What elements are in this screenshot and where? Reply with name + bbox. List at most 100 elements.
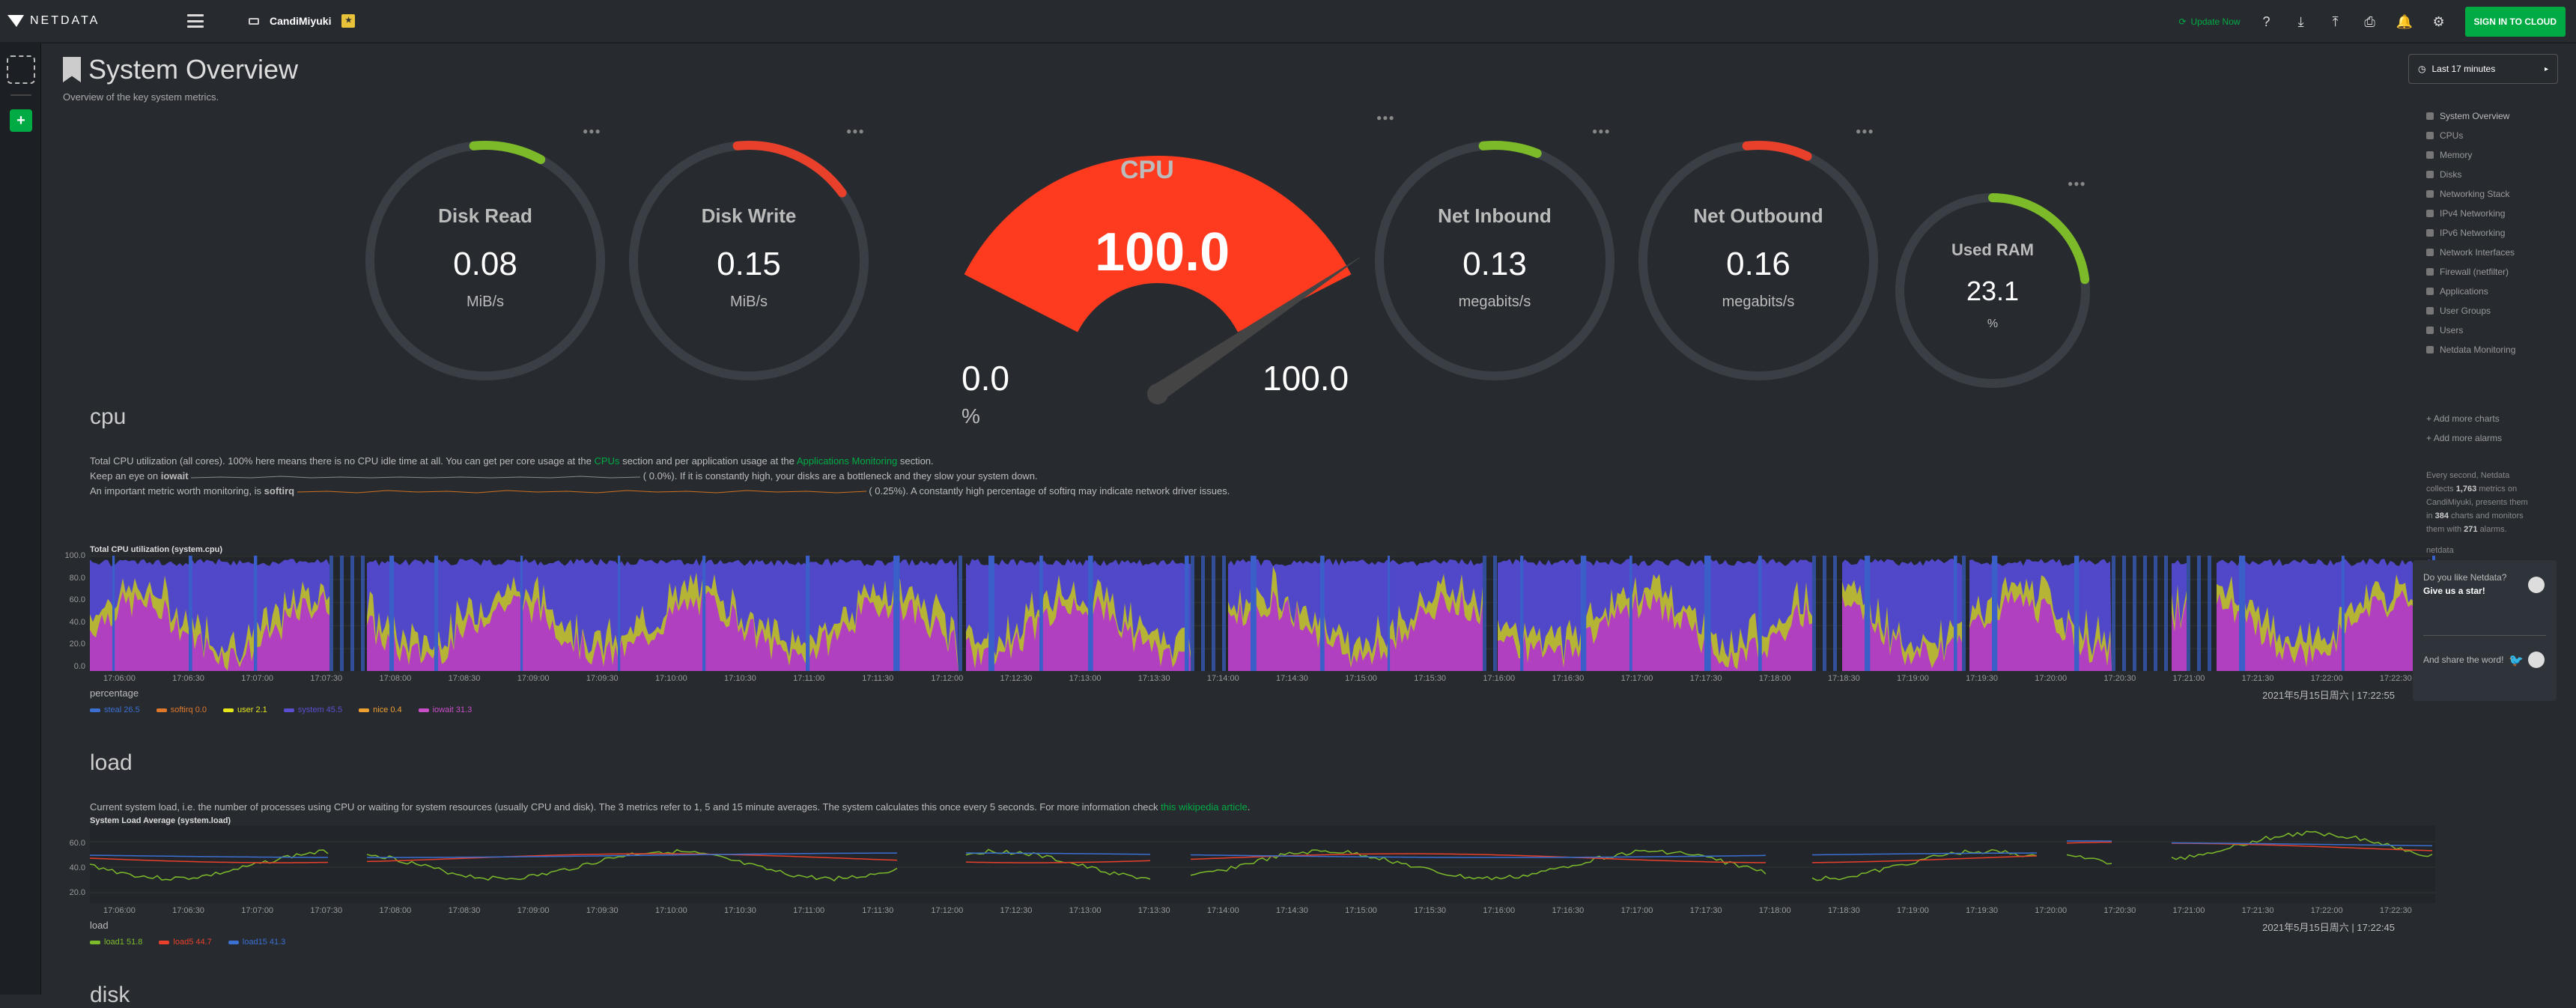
apps-link[interactable]: Applications Monitoring: [797, 455, 897, 467]
alarms-icon[interactable]: 🔔: [2396, 14, 2413, 30]
gauge-units: megabits/s: [1367, 294, 1622, 311]
gauge-fill: [474, 145, 541, 160]
gauge-menu-icon[interactable]: ●●●: [846, 126, 865, 136]
nav-item[interactable]: Netdata Monitoring: [2426, 340, 2515, 359]
x-tick-label: 17:06:30: [172, 674, 204, 683]
nav-item[interactable]: User Groups: [2426, 301, 2515, 321]
help-icon[interactable]: ?: [2258, 14, 2275, 30]
add-space-button[interactable]: +: [10, 109, 32, 132]
x-tick-label: 17:10:30: [724, 906, 756, 915]
x-tick-label: 17:18:00: [1759, 906, 1791, 915]
space-placeholder-button[interactable]: [7, 55, 35, 84]
nav-item-icon: [2426, 327, 2434, 334]
cpu-series-steal: [1704, 556, 1711, 671]
menu-icon[interactable]: [187, 14, 204, 28]
x-tick-label: 17:10:30: [724, 674, 756, 683]
gauge-units: %: [962, 404, 980, 428]
cpu-series-steal: [1992, 556, 1997, 671]
settings-icon[interactable]: ⚙: [2431, 14, 2447, 30]
x-tick-label: 17:22:00: [2311, 674, 2343, 683]
legend-swatch: [284, 708, 294, 712]
cpu-series-steal: [361, 556, 365, 671]
nav-item-label: Network Interfaces: [2440, 247, 2515, 258]
github-icon[interactable]: [2528, 577, 2545, 593]
nav-item[interactable]: System Overview: [2426, 106, 2515, 126]
legend-item[interactable]: load15 41.3: [228, 938, 286, 947]
alarms-count: 271: [2464, 525, 2477, 534]
twitter-icon[interactable]: 🐦: [2509, 653, 2524, 668]
legend-item[interactable]: system 45.5: [284, 705, 342, 714]
cpu-desc-text: section.: [900, 455, 934, 467]
legend-item[interactable]: softirq 0.0: [157, 705, 207, 714]
github-star-link[interactable]: Give us a star!: [2423, 586, 2485, 596]
gauge-menu-icon[interactable]: ●●●: [2068, 178, 2086, 189]
x-tick-label: 17:14:30: [1276, 906, 1308, 915]
cpu-desc-text: ( 0.25%). A constantly high percentage o…: [869, 485, 1230, 497]
cpu-series-steal: [988, 556, 994, 671]
gauge-title: CPU: [1120, 156, 1174, 185]
cpu-series-steal: [112, 556, 115, 671]
legend-item[interactable]: nice 0.4: [359, 705, 402, 714]
gauge-title: Disk Read: [358, 204, 613, 228]
legend-label: nice 0.4: [373, 705, 402, 714]
gauge-menu-icon[interactable]: ●●●: [583, 126, 601, 136]
cpus-link[interactable]: CPUs: [594, 455, 619, 467]
legend-item[interactable]: load5 44.7: [159, 938, 211, 947]
nav-item[interactable]: IPv4 Networking: [2426, 204, 2515, 223]
cpu-desc-text: ( 0.0%). If it is constantly high, your …: [643, 470, 1038, 482]
time-window-picker[interactable]: ◷ Last 17 minutes ▸: [2408, 54, 2558, 84]
x-tick-label: 17:06:30: [172, 906, 204, 915]
nav-item[interactable]: Firewall (netfilter): [2426, 262, 2515, 282]
charts-count: 384: [2435, 511, 2449, 520]
gauge-menu-icon[interactable]: ●●●: [1592, 126, 1611, 136]
cpu-series-steal: [2187, 556, 2190, 671]
add-more-alarms-link[interactable]: + Add more alarms: [2426, 433, 2502, 443]
legend-item[interactable]: user 2.1: [223, 705, 267, 714]
nav-item[interactable]: CPUs: [2426, 126, 2515, 145]
update-now-link[interactable]: ⟳ Update Now: [2178, 16, 2240, 27]
cpu-series-steal: [1201, 556, 1205, 671]
legend-item[interactable]: steal 26.5: [90, 705, 140, 714]
nav-item-label: Networking Stack: [2440, 189, 2509, 199]
print-icon[interactable]: ⎙: [2362, 14, 2378, 30]
legend-item[interactable]: iowait 31.3: [419, 705, 473, 714]
legend-item[interactable]: load1 51.8: [90, 938, 142, 947]
info-line: CandiMiyuki, presents them: [2426, 496, 2528, 509]
cpu-legend: steal 26.5 softirq 0.0 user 2.1 system 45.5…: [90, 705, 472, 714]
x-tick-label: 17:07:00: [241, 906, 273, 915]
nav-item[interactable]: Applications: [2426, 282, 2515, 301]
cpu-chart-plot[interactable]: [90, 556, 2435, 671]
sign-in-button[interactable]: SIGN IN TO CLOUD: [2465, 7, 2566, 37]
nav-item[interactable]: Disks: [2426, 165, 2515, 184]
nav-item[interactable]: Users: [2426, 321, 2515, 340]
facebook-icon[interactable]: [2528, 652, 2545, 668]
cpu-series-steal: [2074, 556, 2079, 671]
add-more-charts-link[interactable]: + Add more charts: [2426, 413, 2500, 424]
download-icon[interactable]: ⤓: [2293, 14, 2309, 30]
nav-item[interactable]: IPv6 Networking: [2426, 223, 2515, 243]
page-title-text: System Overview: [88, 54, 298, 85]
netdata-logo[interactable]: NETDATA: [7, 14, 165, 28]
gauge-menu-icon[interactable]: ●●●: [1376, 112, 1395, 123]
node-badge-icon: ★: [341, 14, 355, 28]
y-tick-label: 20.0: [63, 640, 85, 649]
x-tick-label: 17:20:30: [2103, 906, 2136, 915]
load-chart-plot[interactable]: [90, 825, 2435, 903]
wikipedia-link[interactable]: this wikipedia article: [1161, 801, 1248, 813]
clock-icon: ◷: [2418, 64, 2425, 74]
upload-icon[interactable]: ⤒: [2327, 14, 2344, 30]
nav-item[interactable]: Network Interfaces: [2426, 243, 2515, 262]
nav-item-icon: [2426, 112, 2434, 120]
nav-item[interactable]: Memory: [2426, 145, 2515, 165]
x-tick-label: 17:11:30: [862, 674, 893, 683]
gauge-menu-icon[interactable]: ●●●: [1856, 126, 1874, 136]
node-selector[interactable]: CandiMiyuki ★: [249, 14, 355, 28]
nav-item[interactable]: Networking Stack: [2426, 184, 2515, 204]
